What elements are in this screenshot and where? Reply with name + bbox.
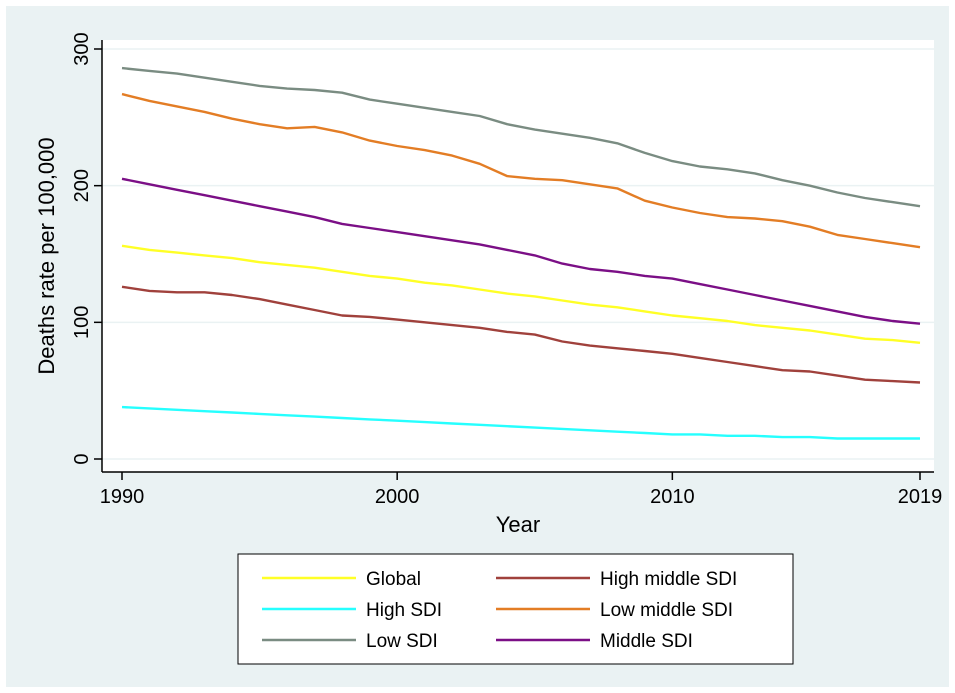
series-global: [121, 244, 921, 344]
plot-area: [102, 40, 934, 472]
series-line-high-sdi: [121, 405, 920, 440]
y-tick-label-0: 0: [71, 453, 93, 464]
legend-item-global: Global: [262, 569, 421, 590]
chart-background: 0 100 200 300 1990 2000 2010 2019 Year Deaths …: [6, 6, 949, 687]
legend-item-low-middle-sdi: Low middle SDI: [496, 600, 733, 621]
series-low-sdi: [121, 66, 921, 208]
y-tick-label-200: 200: [71, 169, 93, 202]
series-middle-sdi: [121, 177, 921, 325]
y-tick-label-300: 300: [71, 32, 93, 65]
series-line-global: [121, 244, 921, 344]
legend-item-low-sdi: Low SDI: [262, 631, 438, 652]
x-tick-label-2000: 2000: [375, 486, 420, 508]
series-line-low-sdi: [121, 66, 921, 208]
legend-label-middle-sdi: Middle SDI: [600, 631, 693, 652]
line-chart: 0 100 200 300 1990 2000 2010 2019 Year Deaths …: [34, 32, 943, 665]
series-line-low-middle-sdi: [121, 92, 921, 249]
y-tick-label-100: 100: [71, 306, 93, 339]
legend-item-middle-sdi: Middle SDI: [496, 631, 693, 652]
legend-item-high-sdi: High SDI: [262, 600, 442, 621]
series-high-sdi: [121, 405, 921, 440]
y-axis-title: Deaths rate per 100,000: [34, 137, 59, 374]
x-tick-label-1990: 1990: [100, 486, 145, 508]
legend-label-low-sdi: Low SDI: [366, 631, 438, 652]
series-line-middle-sdi: [121, 177, 921, 325]
gridlines: [102, 48, 934, 460]
y-axis-ticks: 0 100 200 300: [71, 32, 102, 465]
legend-label-high-sdi: High SDI: [366, 600, 442, 621]
legend-label-high-middle-sdi: High middle SDI: [600, 569, 737, 590]
x-axis-title: Year: [496, 512, 540, 537]
legend-label-global: Global: [366, 569, 421, 590]
series-low-middle-sdi: [121, 92, 921, 249]
legend-items: Global High middle SDI High SDI Low middle …: [262, 569, 737, 652]
legend-label-low-middle-sdi: Low middle SDI: [600, 600, 733, 621]
series-high-middle-sdi: [121, 285, 921, 384]
series-line-high-middle-sdi: [121, 285, 921, 384]
x-axis-ticks: 1990 2000 2010 2019: [100, 472, 943, 508]
series-lines: [121, 66, 921, 440]
x-tick-label-2019: 2019: [898, 486, 943, 508]
legend-item-high-middle-sdi: High middle SDI: [496, 569, 737, 590]
x-tick-label-2010: 2010: [650, 486, 695, 508]
legend: Global High middle SDI High SDI Low middle …: [237, 553, 794, 665]
